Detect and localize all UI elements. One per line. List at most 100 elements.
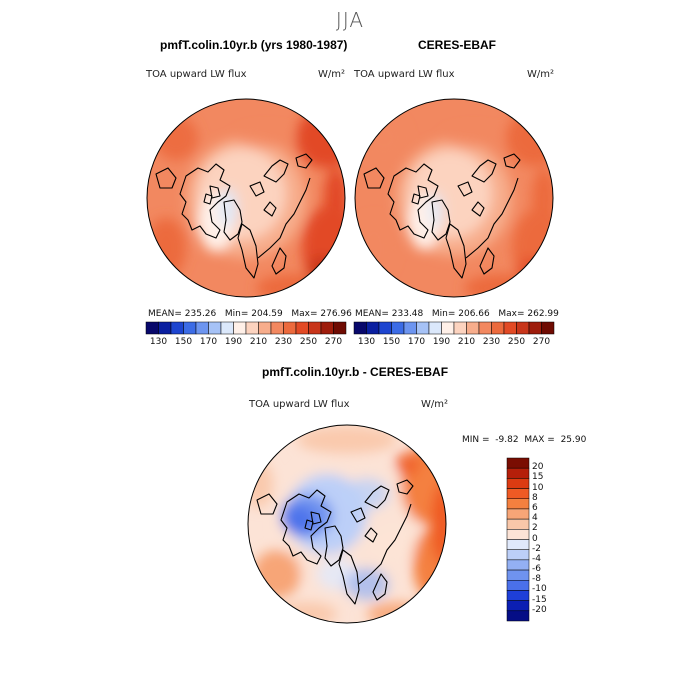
colorbar-swatch (541, 321, 555, 335)
obs-min-value: 206.66 (458, 309, 490, 319)
colorbar-swatch (233, 321, 247, 335)
field-contour (431, 484, 446, 564)
colorbar-swatch (333, 321, 347, 335)
coastline (363, 167, 385, 189)
obs-units-label: W/m² (527, 69, 555, 80)
colorbar-tick-label: -20 (532, 604, 547, 615)
obs-mean-value: 233.48 (391, 309, 424, 319)
field-contour (308, 256, 336, 284)
field-contour (532, 168, 553, 228)
coastline (457, 181, 473, 197)
colorbar-tick-label: 0 (532, 533, 538, 544)
model-variable-label: TOA upward LW flux (146, 69, 247, 80)
field-contour (428, 192, 444, 228)
model-stats: MEAN= 235.26 Min= 204.59 Max= 276.96 (148, 309, 352, 319)
colorbar-swatch (506, 539, 530, 550)
colorbar-swatch (170, 321, 184, 335)
colorbar-tick-label: 15 (532, 472, 544, 483)
coastline (471, 201, 485, 217)
obs-variable-label: TOA upward LW flux (354, 69, 455, 80)
colorbar-tick-label: 170 (199, 337, 218, 347)
model-colorbar-ticks: 130 150 170 190 210 230 250 270 (146, 337, 346, 349)
coastline (179, 163, 231, 239)
colorbar-swatch (258, 321, 272, 335)
colorbar-swatch (158, 321, 172, 335)
coastline (280, 489, 332, 565)
colorbar-swatch (295, 321, 309, 335)
colorbar-tick-label: -8 (532, 574, 541, 585)
diff-colorbar (506, 457, 530, 622)
coastline (350, 507, 366, 523)
colorbar-tick-label: 4 (532, 513, 538, 524)
coastline (263, 201, 277, 217)
colorbar-tick-label: -4 (532, 553, 541, 564)
coastline (209, 185, 221, 199)
field-contour (283, 506, 315, 534)
colorbar-swatch (506, 508, 530, 520)
coastline (249, 181, 265, 197)
obs-max-value: 262.99 (527, 309, 559, 319)
diff-min-value: -9.82 (495, 435, 519, 445)
colorbar-swatch (466, 321, 480, 335)
colorbar-tick-label: -15 (532, 594, 547, 605)
obs-colorbar-ticks: 130 150 170 190 210 230 250 270 (354, 337, 554, 349)
colorbar-tick-label: 170 (407, 337, 426, 347)
colorbar-swatch (308, 321, 322, 335)
colorbar-swatch (506, 498, 530, 510)
colorbar-tick-label: 210 (249, 337, 268, 347)
coastline (257, 177, 311, 259)
coastline (256, 493, 278, 515)
colorbar-swatch (366, 321, 380, 335)
field-contour (345, 478, 389, 510)
colorbar-tick-label: 230 (482, 337, 501, 347)
field-contour (373, 526, 421, 562)
colorbar-tick-label: 20 (532, 462, 544, 473)
colorbar-swatch (506, 569, 530, 581)
model-min-value: 204.59 (251, 309, 283, 319)
field-contour (154, 116, 198, 160)
colorbar-tick-label: 8 (532, 492, 538, 503)
colorbar-tick-label: 250 (507, 337, 526, 347)
colorbar-swatch (195, 321, 209, 335)
coastline (338, 549, 360, 605)
field-contour (218, 188, 238, 228)
field-contour (256, 274, 336, 297)
coastline (503, 153, 521, 169)
colorbar-swatch (506, 590, 530, 601)
field-contour (345, 568, 389, 600)
max-upper-label: MAX = (524, 435, 555, 445)
model-colorbar (145, 321, 347, 335)
coastline (295, 153, 313, 169)
colorbar-swatch (506, 549, 530, 561)
colorbar-swatch (416, 321, 430, 335)
coastline (396, 479, 414, 495)
colorbar-swatch (245, 321, 259, 335)
colorbar-swatch (506, 559, 530, 571)
colorbar-tick-label: 210 (457, 337, 476, 347)
diff-stats: MIN = -9.82 MAX = 25.90 (462, 435, 586, 445)
coastline (479, 247, 495, 275)
field-contour (236, 128, 296, 148)
model-panel-title: pmfT.colin.10yr.b (yrs 1980-1987) (160, 38, 348, 52)
colorbar-swatch (478, 321, 492, 335)
coastline (445, 223, 467, 279)
diff-colorbar-ticks: 20 15 10 8 6 4 2 0 -2 -4 -6 -8 -10 -15 -20 (532, 458, 572, 621)
field-contour (253, 550, 301, 598)
colorbar-swatch (270, 321, 284, 335)
diff-variable-label: TOA upward LW flux (249, 399, 350, 410)
mean-label: MEAN= (148, 309, 182, 319)
map-boundary (354, 98, 554, 298)
colorbar-tick-label: 130 (357, 337, 376, 347)
field-contour (362, 116, 406, 160)
colorbar-swatch (528, 321, 542, 335)
diff-units-label: W/m² (421, 399, 449, 410)
min-label: Min= (224, 309, 249, 319)
colorbar-tick-label: 150 (174, 337, 193, 347)
colorbar-swatch (208, 321, 222, 335)
colorbar-tick-label: -2 (532, 543, 541, 554)
field-contour (464, 274, 544, 297)
coastline (364, 485, 390, 509)
coastline (304, 519, 314, 531)
colorbar-swatch (516, 321, 530, 335)
colorbar-swatch (506, 518, 530, 530)
